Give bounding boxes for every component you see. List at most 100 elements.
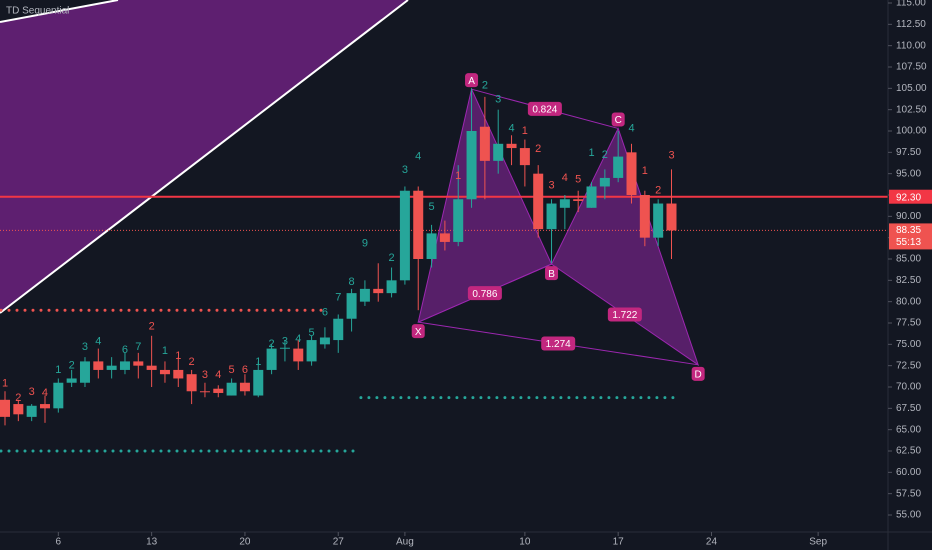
candle-body bbox=[119, 361, 130, 370]
candle-body bbox=[279, 347, 290, 349]
candle-body bbox=[306, 340, 317, 362]
candle-body bbox=[26, 405, 37, 417]
candle-body bbox=[239, 382, 250, 392]
y-tick-label: 85.00 bbox=[896, 254, 921, 265]
pattern-ratio: 1.722 bbox=[612, 310, 637, 321]
y-tick-label: 115.00 bbox=[896, 0, 926, 9]
candle-body bbox=[186, 374, 197, 392]
trend-line bbox=[0, 0, 409, 314]
candle-body bbox=[146, 365, 157, 370]
td-count: 1 bbox=[642, 165, 648, 177]
candle-body bbox=[386, 280, 397, 294]
candle-body bbox=[613, 156, 624, 178]
candle-body bbox=[373, 288, 384, 294]
td-count: 1 bbox=[588, 147, 594, 159]
pattern-point: C bbox=[615, 115, 622, 126]
candle-body bbox=[626, 152, 637, 195]
td-count: 5 bbox=[229, 364, 235, 376]
candle-body bbox=[346, 293, 357, 319]
y-tick-label: 107.50 bbox=[896, 62, 927, 73]
candle-body bbox=[66, 378, 77, 383]
td-count: 6 bbox=[122, 344, 128, 356]
x-tick-label: 27 bbox=[333, 537, 345, 548]
candle-body bbox=[253, 369, 264, 396]
td-count: 4 bbox=[42, 387, 48, 399]
countdown: 55:13 bbox=[896, 237, 921, 248]
td-count: 2 bbox=[482, 80, 488, 92]
td-count: 4 bbox=[628, 122, 634, 134]
candle-body bbox=[439, 233, 450, 242]
candle-body bbox=[293, 348, 304, 362]
pattern-point: D bbox=[695, 369, 702, 380]
candle-body bbox=[79, 361, 90, 383]
td-count: 2 bbox=[655, 185, 661, 197]
td-count: 4 bbox=[95, 336, 101, 348]
candle-body bbox=[399, 190, 410, 281]
td-count: 3 bbox=[402, 164, 408, 176]
candle-body bbox=[653, 203, 664, 238]
x-tick-label: 24 bbox=[706, 537, 718, 548]
x-tick-label: 6 bbox=[56, 537, 62, 548]
pattern-ratio: 0.824 bbox=[532, 104, 557, 115]
td-count: 4 bbox=[215, 369, 221, 381]
candle-body bbox=[453, 199, 464, 242]
td-count: 2 bbox=[269, 338, 275, 350]
candle-body bbox=[546, 203, 557, 230]
candle-body bbox=[493, 143, 504, 161]
td-count: 8 bbox=[349, 276, 355, 288]
td-count: 3 bbox=[29, 386, 35, 398]
y-tick-label: 75.00 bbox=[896, 339, 921, 350]
td-count: 5 bbox=[309, 327, 315, 339]
candle-body bbox=[533, 173, 544, 230]
pattern-point-box bbox=[411, 324, 425, 339]
pattern-point-box bbox=[465, 73, 479, 88]
trend-line bbox=[0, 0, 119, 23]
pattern-point-box bbox=[545, 266, 559, 281]
y-tick-label: 90.00 bbox=[896, 211, 921, 222]
candle-body bbox=[426, 233, 437, 259]
y-tick-label: 65.00 bbox=[896, 424, 921, 435]
candle-body bbox=[93, 361, 104, 370]
y-tick-label: 57.50 bbox=[896, 488, 921, 499]
pattern-point: A bbox=[468, 76, 475, 87]
candle-body bbox=[506, 143, 517, 149]
td-count: 2 bbox=[69, 360, 75, 372]
y-tick-label: 100.00 bbox=[896, 126, 927, 137]
candle-body bbox=[466, 131, 477, 200]
td-count: 3 bbox=[495, 93, 501, 105]
td-count: 3 bbox=[548, 180, 554, 192]
x-tick-label: 17 bbox=[613, 537, 625, 548]
td-count: 2 bbox=[189, 356, 195, 368]
td-count: 3 bbox=[82, 341, 88, 353]
td-count: 4 bbox=[415, 151, 421, 163]
pattern-point: X bbox=[415, 327, 422, 338]
x-tick-label: 10 bbox=[519, 537, 531, 548]
x-tick-label: 20 bbox=[239, 537, 251, 548]
candle-body bbox=[173, 369, 184, 379]
td-count: 7 bbox=[335, 291, 341, 303]
td-count: 1 bbox=[2, 377, 8, 389]
td-count: 9 bbox=[362, 238, 368, 250]
td-count: 1 bbox=[455, 170, 461, 182]
candle-body bbox=[519, 148, 530, 166]
y-tick-label: 62.50 bbox=[896, 446, 921, 457]
candle-body bbox=[559, 199, 570, 208]
pattern-point-box bbox=[691, 366, 705, 381]
pattern-ratio-box bbox=[541, 336, 576, 351]
candle-body bbox=[599, 177, 610, 187]
y-tick-label: 82.50 bbox=[896, 275, 921, 286]
candle-body bbox=[666, 203, 677, 231]
td-count: 2 bbox=[389, 252, 395, 264]
y-tick-label: 80.00 bbox=[896, 296, 921, 307]
y-tick-label: 105.00 bbox=[896, 83, 927, 94]
y-tick-label: 60.00 bbox=[896, 467, 921, 478]
td-count: 4 bbox=[562, 172, 568, 184]
candle-body bbox=[479, 126, 490, 161]
candle-body bbox=[226, 382, 237, 396]
candle-body bbox=[333, 318, 344, 341]
y-tick-label: 102.50 bbox=[896, 104, 927, 115]
td-count: 2 bbox=[149, 320, 155, 332]
candle-body bbox=[359, 288, 370, 302]
y-tick-label: 97.50 bbox=[896, 147, 921, 158]
